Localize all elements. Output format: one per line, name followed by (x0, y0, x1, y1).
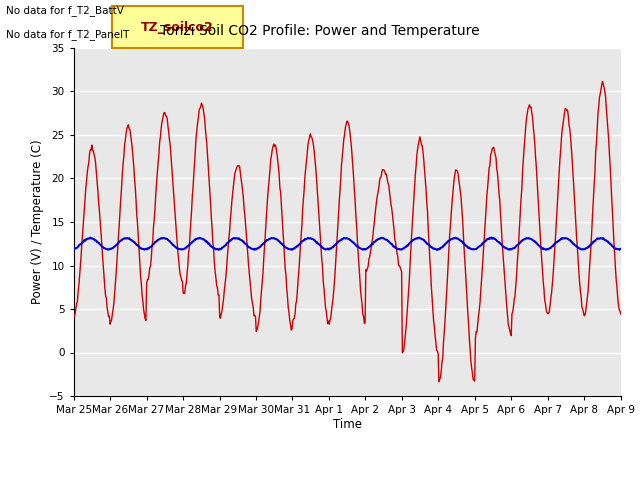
FancyBboxPatch shape (112, 6, 243, 48)
Text: No data for f_T2_PanelT: No data for f_T2_PanelT (6, 29, 130, 40)
Text: Tonzi Soil CO2 Profile: Power and Temperature: Tonzi Soil CO2 Profile: Power and Temper… (160, 24, 480, 38)
X-axis label: Time: Time (333, 418, 362, 431)
Text: TZ_soilco2: TZ_soilco2 (141, 21, 214, 34)
Y-axis label: Power (V) / Temperature (C): Power (V) / Temperature (C) (31, 140, 44, 304)
Text: No data for f_T2_BattV: No data for f_T2_BattV (6, 5, 124, 16)
Legend: CR23X Temperature, CR23X Voltage: CR23X Temperature, CR23X Voltage (189, 479, 506, 480)
